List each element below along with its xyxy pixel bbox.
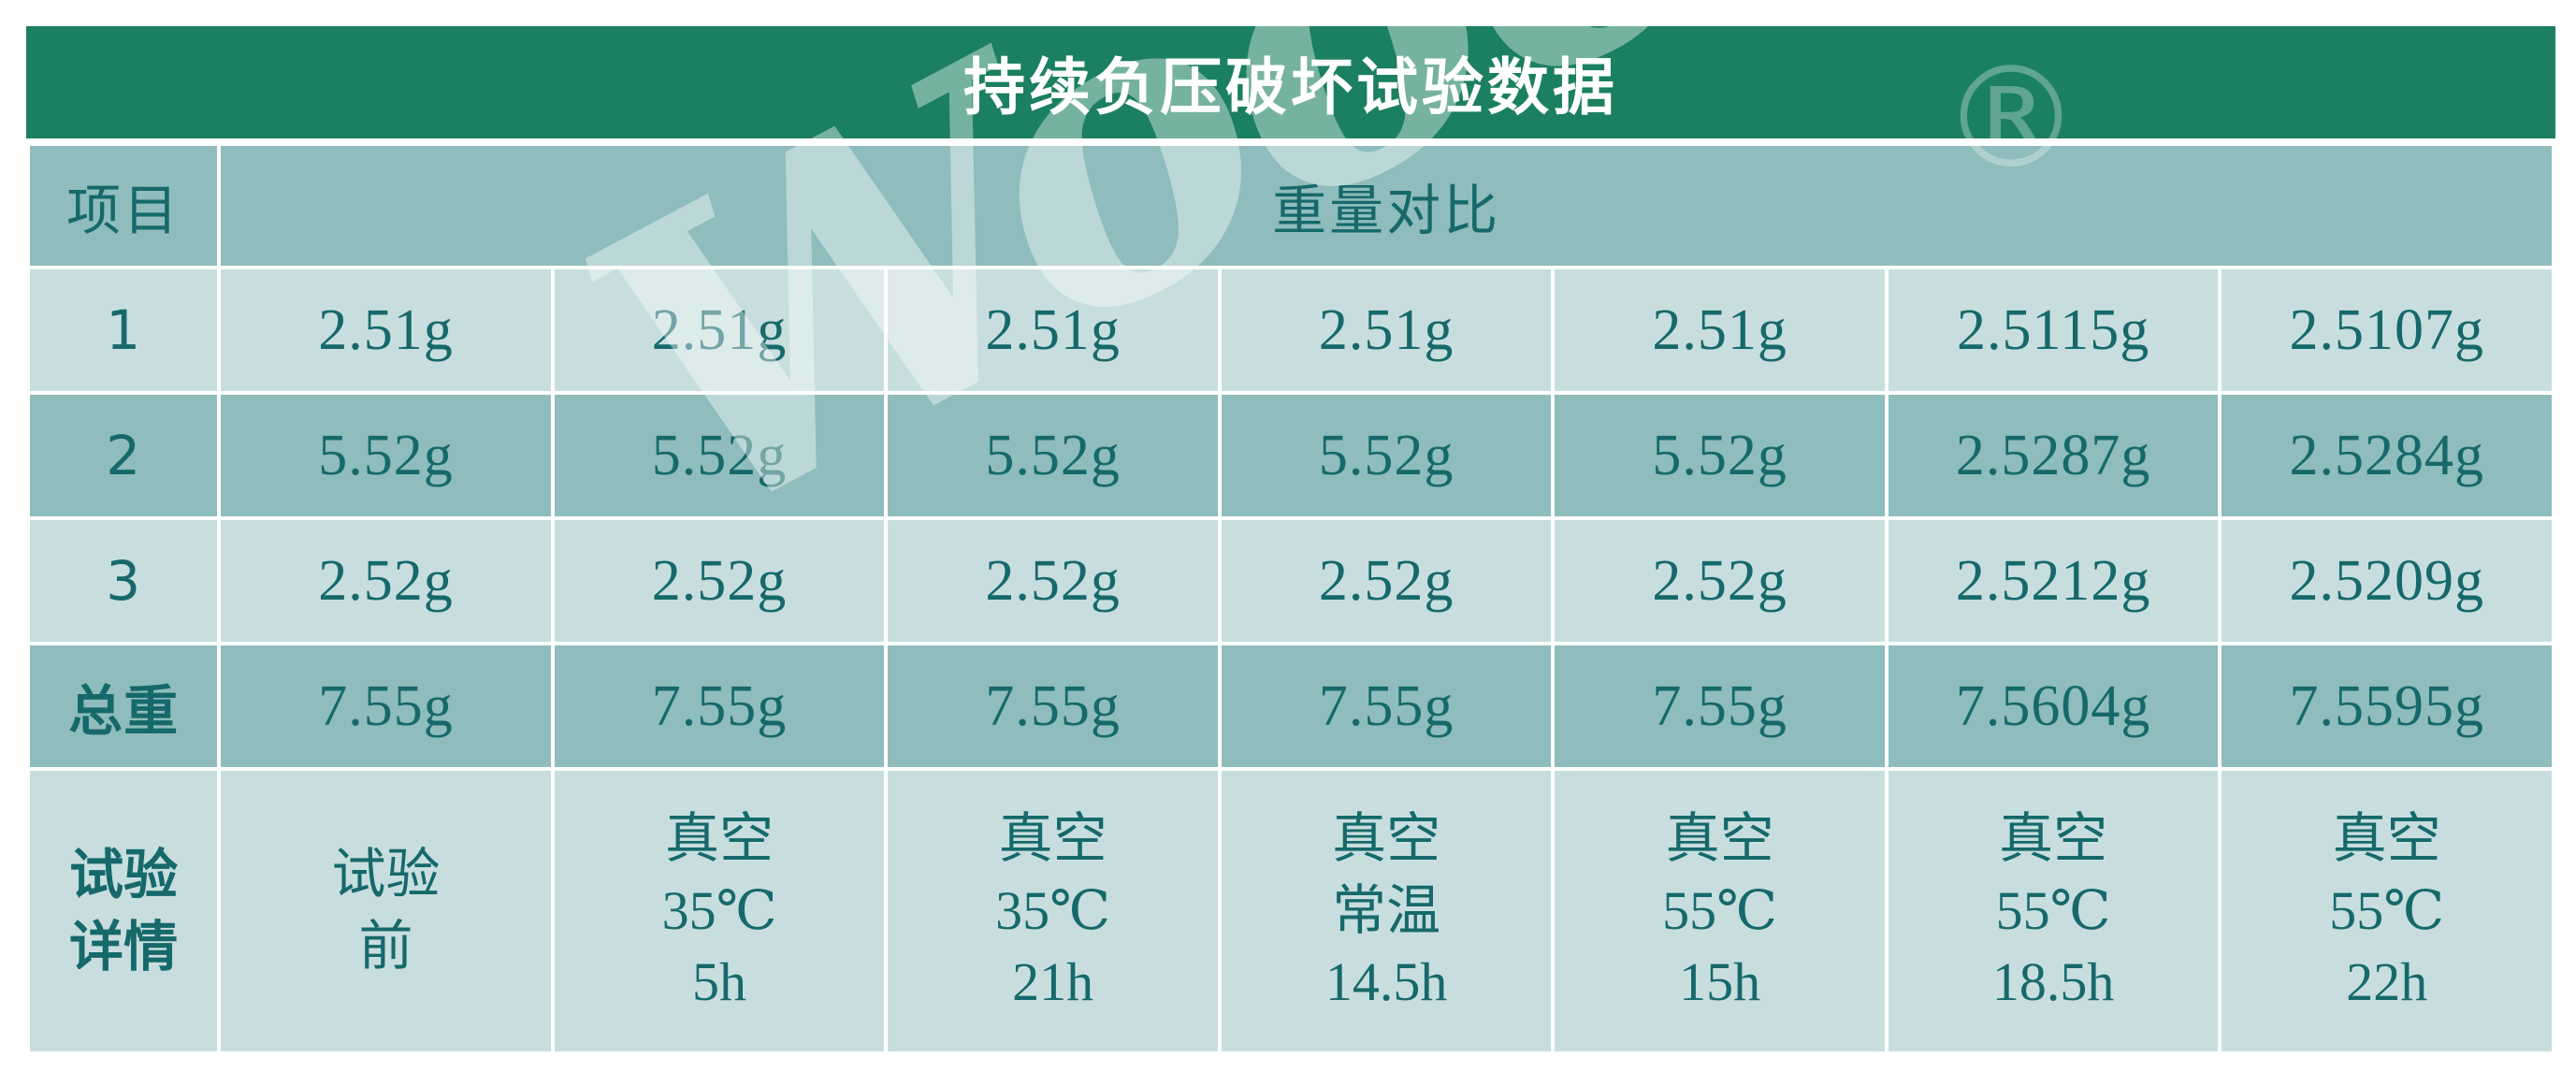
detail-line: 真空 <box>998 808 1107 870</box>
cell-detail-c2: 真空 35℃ 5h <box>554 771 885 1051</box>
detail-line: 35℃ <box>661 879 777 941</box>
weight-comparison-table: 项目 重量对比 1 2.51g 2.51g 2.51g 2.51g 2.51g … <box>26 142 2555 1055</box>
cell-total-c6: 7.5604g <box>1888 645 2219 767</box>
cell-total-c3: 7.55g <box>888 645 1218 767</box>
cell-total-c5: 7.55g <box>1555 645 1885 767</box>
cell-r3-c2: 2.52g <box>554 520 885 642</box>
cell-r3-c1: 2.52g <box>221 520 551 642</box>
detail-line: 14.5h <box>1324 951 1448 1013</box>
cell-detail-c4: 真空 常温 14.5h <box>1221 771 1552 1051</box>
detail-line: 55℃ <box>1995 879 2111 941</box>
cell-r3-c3: 2.52g <box>888 520 1218 642</box>
detail-line: 18.5h <box>1991 951 2115 1013</box>
header-cell-weight-comparison: 重量对比 <box>221 146 2552 266</box>
cell-detail-c1: 试验 前 <box>221 771 551 1051</box>
cell-r3-c5: 2.52g <box>1555 520 1885 642</box>
table-row-total: 总重 7.55g 7.55g 7.55g 7.55g 7.55g 7.5604g… <box>30 645 2552 767</box>
row-label-total: 总重 <box>30 645 218 767</box>
detail-line: 真空 <box>1999 808 2108 870</box>
table-row: 3 2.52g 2.52g 2.52g 2.52g 2.52g 2.5212g … <box>30 520 2552 642</box>
cell-detail-c6: 真空 55℃ 18.5h <box>1888 771 2219 1051</box>
table-row-detail: 试验 详情 试验 前 真空 35℃ 5h <box>30 771 2552 1051</box>
cell-r1-c7: 2.5107g <box>2221 269 2552 391</box>
table-row: 2 5.52g 5.52g 5.52g 5.52g 5.52g 2.5287g … <box>30 395 2552 516</box>
detail-line: 常温 <box>1332 879 1441 941</box>
cell-r2-c3: 5.52g <box>888 395 1218 516</box>
detail-line: 21h <box>1012 951 1094 1013</box>
table-head: 项目 重量对比 <box>30 146 2552 266</box>
cell-r1-c2: 2.51g <box>554 269 885 391</box>
cell-total-c2: 7.55g <box>554 645 885 767</box>
cell-r1-c1: 2.51g <box>221 269 551 391</box>
detail-line: 真空 <box>1332 808 1441 870</box>
experiment-data-table: 持续负压破坏试验数据 项目 重量对比 1 2.51g 2.51g 2.51g 2… <box>26 26 2555 1051</box>
detail-line: 前 <box>358 916 413 977</box>
cell-total-c1: 7.55g <box>221 645 551 767</box>
row-label-detail: 试验 详情 <box>30 771 218 1051</box>
detail-line: 试验 <box>331 844 441 905</box>
cell-r2-c7: 2.5284g <box>2221 395 2552 516</box>
table-row: 1 2.51g 2.51g 2.51g 2.51g 2.51g 2.5115g … <box>30 269 2552 391</box>
detail-line: 22h <box>2346 951 2428 1013</box>
table-header-row: 项目 重量对比 <box>30 146 2552 266</box>
row-label-1: 1 <box>30 269 218 391</box>
cell-r2-c4: 5.52g <box>1221 395 1552 516</box>
row-label-3: 3 <box>30 520 218 642</box>
cell-total-c4: 7.55g <box>1221 645 1552 767</box>
detail-line: 5h <box>692 951 747 1013</box>
cell-r2-c5: 5.52g <box>1555 395 1885 516</box>
cell-detail-c5: 真空 55℃ 15h <box>1555 771 1885 1051</box>
cell-r2-c1: 5.52g <box>221 395 551 516</box>
cell-r1-c5: 2.51g <box>1555 269 1885 391</box>
cell-r3-c6: 2.5212g <box>1888 520 2219 642</box>
cell-r3-c7: 2.5209g <box>2221 520 2552 642</box>
cell-r2-c2: 5.52g <box>554 395 885 516</box>
cell-r1-c3: 2.51g <box>888 269 1218 391</box>
page-title: 持续负压破坏试验数据 <box>963 51 1618 123</box>
header-cell-item: 项目 <box>30 146 218 266</box>
detail-label-line: 试验 <box>69 843 179 907</box>
cell-detail-c3: 真空 35℃ 21h <box>888 771 1218 1051</box>
detail-line: 真空 <box>2332 808 2441 870</box>
cell-r1-c4: 2.51g <box>1221 269 1552 391</box>
row-label-2: 2 <box>30 395 218 516</box>
table-body: 1 2.51g 2.51g 2.51g 2.51g 2.51g 2.5115g … <box>30 269 2552 1051</box>
cell-r2-c6: 2.5287g <box>1888 395 2219 516</box>
cell-total-c7: 7.5595g <box>2221 645 2552 767</box>
cell-r3-c4: 2.52g <box>1221 520 1552 642</box>
detail-line: 真空 <box>665 808 774 870</box>
detail-line: 35℃ <box>995 879 1111 941</box>
detail-label-line: 详情 <box>69 915 179 978</box>
detail-line: 55℃ <box>1662 879 1778 941</box>
detail-line: 15h <box>1679 951 1761 1013</box>
cell-r1-c6: 2.5115g <box>1888 269 2219 391</box>
detail-line: 55℃ <box>2329 879 2445 941</box>
detail-line: 真空 <box>1665 808 1774 870</box>
cell-detail-c7: 真空 55℃ 22h <box>2221 771 2552 1051</box>
table-title-bar: 持续负压破坏试验数据 <box>26 26 2555 138</box>
